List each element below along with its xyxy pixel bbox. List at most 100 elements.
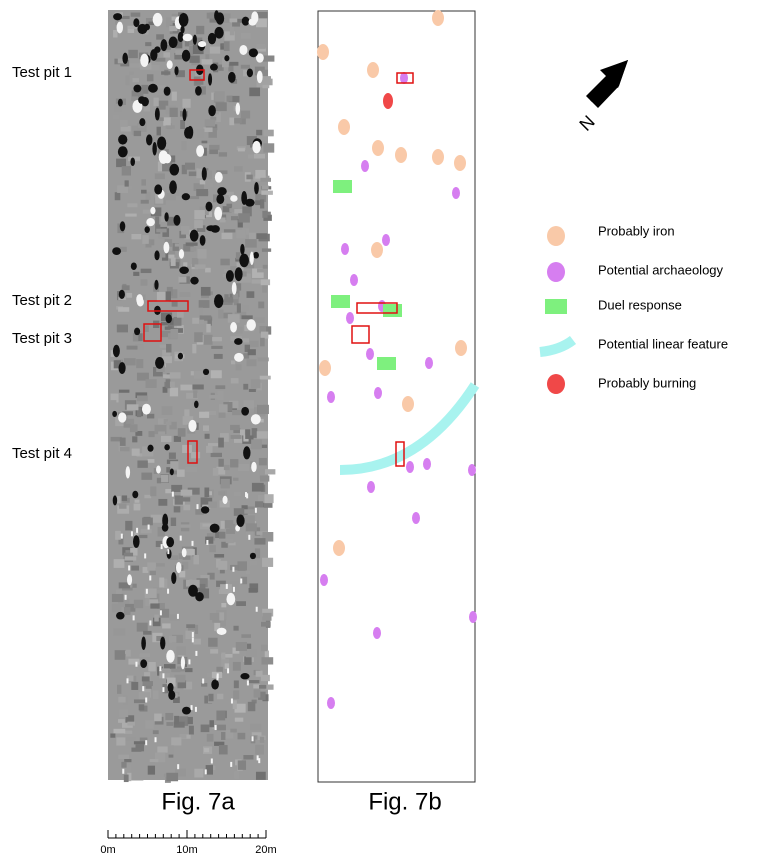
raster-cell <box>262 185 269 189</box>
raster-anomaly <box>173 215 180 226</box>
raster-cell <box>199 412 209 418</box>
raster-anomaly <box>188 659 190 664</box>
raster-cell <box>208 443 218 446</box>
raster-cell <box>113 628 125 636</box>
raster-anomaly <box>133 535 140 548</box>
raster-cell <box>222 233 233 239</box>
raster-cell <box>249 88 260 97</box>
raster-anomaly <box>131 531 133 536</box>
raster-cell <box>124 737 136 740</box>
raster-cell <box>238 148 245 151</box>
raster-anomaly <box>116 612 125 620</box>
raster-anomaly <box>145 698 147 703</box>
raster-cell <box>251 279 261 283</box>
raster-anomaly <box>155 108 160 121</box>
raster-cell <box>114 559 125 568</box>
raster-cell <box>156 229 166 233</box>
raster-cell <box>125 521 132 531</box>
raster-cell <box>218 438 224 448</box>
raster-cell <box>238 464 249 471</box>
raster-cell <box>141 473 152 480</box>
raster-cell <box>221 603 226 607</box>
caption: Fig. 7a <box>161 788 235 815</box>
raster-cell <box>163 117 171 125</box>
raster-cell <box>262 613 271 621</box>
raster-cell <box>166 125 175 128</box>
raster-cell <box>174 675 185 683</box>
raster-cell <box>142 235 149 244</box>
raster-cell <box>217 725 226 731</box>
archaeology-feature <box>400 72 408 84</box>
raster-cell <box>261 332 268 339</box>
raster-cell <box>149 431 155 437</box>
raster-cell <box>110 733 115 737</box>
raster-cell <box>122 495 127 501</box>
raster-cell <box>139 653 150 657</box>
raster-cell <box>163 52 170 57</box>
raster-cell <box>241 315 252 319</box>
raster-cell <box>171 737 181 745</box>
raster-anomaly <box>208 105 216 116</box>
raster-cell <box>194 332 203 342</box>
raster-cell <box>115 650 126 660</box>
raster-cell <box>159 578 164 588</box>
raster-anomaly <box>150 49 157 61</box>
raster-anomaly <box>255 508 257 513</box>
raster-cell <box>243 384 248 390</box>
raster-cell <box>181 524 191 527</box>
raster-cell <box>217 391 223 400</box>
raster-cell <box>125 214 136 217</box>
raster-cell <box>185 466 197 472</box>
raster-cell <box>251 439 262 449</box>
raster-cell <box>126 312 131 315</box>
raster-cell <box>209 145 219 150</box>
raster-anomaly <box>247 69 253 78</box>
legend-icon <box>540 340 573 352</box>
raster-anomaly <box>131 262 137 270</box>
raster-cell <box>257 269 265 273</box>
raster-anomaly <box>195 86 202 96</box>
raster-cell <box>203 630 209 637</box>
raster-cell <box>209 720 214 727</box>
raster-cell <box>134 504 141 511</box>
raster-cell <box>254 689 261 697</box>
raster-cell <box>128 50 138 58</box>
raster-cell <box>221 479 230 488</box>
raster-anomaly <box>215 172 223 183</box>
raster-cell <box>194 210 205 219</box>
raster-cell <box>246 649 257 657</box>
raster-cell <box>221 652 225 659</box>
raster-cell <box>141 200 149 204</box>
raster-anomaly <box>197 504 199 509</box>
iron-feature <box>395 147 407 163</box>
raster-cell <box>134 600 143 608</box>
raster-cell <box>245 239 257 248</box>
legend-icon <box>547 262 565 282</box>
raster-cell <box>204 748 209 752</box>
raster-cell <box>219 404 228 413</box>
raster-cell <box>131 566 139 571</box>
raster-anomaly <box>202 679 204 684</box>
raster-cell <box>194 220 203 228</box>
legend-label: Probably burning <box>598 375 696 390</box>
raster-cell <box>241 111 250 119</box>
raster-cell <box>204 487 209 497</box>
raster-cell <box>176 646 185 654</box>
raster-cell <box>249 588 258 593</box>
raster-cell <box>261 191 273 195</box>
archaeology-feature <box>327 697 335 709</box>
raster-cell <box>230 565 239 570</box>
raster-cell <box>249 680 259 683</box>
raster-cell <box>230 425 240 430</box>
raster-anomaly <box>253 252 259 259</box>
raster-anomaly <box>169 164 179 176</box>
raster-cell <box>137 623 148 632</box>
raster-anomaly <box>179 266 189 274</box>
raster-cell <box>174 506 181 512</box>
raster-cell <box>209 150 218 155</box>
raster-cell <box>137 460 147 467</box>
raster-anomaly <box>180 536 182 541</box>
raster-anomaly <box>127 678 129 683</box>
raster-cell <box>233 626 238 631</box>
raster-cell <box>118 719 125 723</box>
